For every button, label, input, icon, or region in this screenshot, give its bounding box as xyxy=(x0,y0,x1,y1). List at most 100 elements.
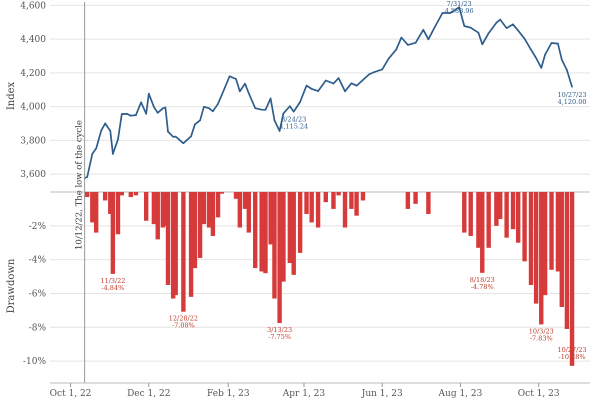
index-y-tick-label: 4,200 xyxy=(20,69,46,79)
index-point xyxy=(505,27,508,29)
index-point xyxy=(182,142,185,145)
index-point xyxy=(194,123,196,126)
x-tick-label: Dec 1, 22 xyxy=(127,389,170,399)
index-y-axis-label: Index xyxy=(6,81,17,110)
drawdown-bar xyxy=(564,192,570,329)
drawdown-bar xyxy=(304,192,309,214)
index-annotation-value: 4,588.96 xyxy=(445,7,474,15)
drawdown-annotation-value: -4.78% xyxy=(471,283,494,291)
index-point xyxy=(153,106,155,108)
drawdown-bar xyxy=(494,192,499,226)
drawdown-bar xyxy=(510,192,516,230)
drawdown-bar xyxy=(165,192,171,285)
drawdown-bar xyxy=(151,192,157,225)
drawdown-bar xyxy=(555,192,561,272)
drawdown-y-axis-label: Drawdown xyxy=(6,258,17,313)
index-point xyxy=(530,48,532,51)
index-point xyxy=(512,23,514,26)
drawdown-annotation-value: -7.75% xyxy=(268,333,291,341)
drawdown-bar xyxy=(102,192,108,201)
index-point xyxy=(324,79,327,82)
index-point xyxy=(292,110,295,113)
index-point xyxy=(433,26,436,28)
index-point xyxy=(100,129,103,132)
drawdown-annotation-date: 11/3/22 xyxy=(100,277,125,285)
index-point xyxy=(112,153,114,155)
index-point xyxy=(310,88,313,90)
index-point xyxy=(164,106,167,109)
index-point xyxy=(427,38,430,41)
index-point xyxy=(282,112,285,115)
index-point xyxy=(350,82,353,85)
drawdown-bar xyxy=(93,192,99,233)
index-point xyxy=(414,41,417,44)
index-point xyxy=(130,114,132,117)
drawdown-bar xyxy=(413,192,418,204)
drawdown-bar xyxy=(90,192,95,223)
index-point xyxy=(217,102,219,105)
index-point xyxy=(162,107,164,110)
index-point xyxy=(135,114,137,116)
drawdown-bar xyxy=(197,192,203,258)
index-point xyxy=(337,77,340,79)
index-panel: 3,600 3,800 4,000 4,200 4,400 4,600 Index 3/2… xyxy=(6,0,590,180)
index-point xyxy=(535,57,537,59)
index-point xyxy=(441,12,444,14)
drawdown-bar xyxy=(210,192,216,236)
drawdown-y-tick-label: -6% xyxy=(29,289,47,299)
index-annotation-date: 3/24/23 xyxy=(281,116,306,124)
drawdown-annotation-value: -7.08% xyxy=(172,322,195,330)
index-annotation-value: 4,115.24 xyxy=(279,123,308,131)
drawdown-bar xyxy=(242,192,248,209)
index-point xyxy=(269,97,272,100)
index-point xyxy=(481,43,484,46)
index-point xyxy=(264,109,267,111)
drawdown-bar xyxy=(170,192,176,299)
index-points xyxy=(83,6,573,179)
drawdown-bar xyxy=(263,192,268,274)
drawdown-bar xyxy=(259,192,264,272)
index-point xyxy=(407,44,409,46)
drawdown-bar xyxy=(486,192,491,248)
index-point xyxy=(523,37,526,40)
index-y-tick-label: 4,000 xyxy=(20,103,46,113)
drawdown-bar xyxy=(219,192,225,194)
index-point xyxy=(571,86,573,88)
index-y-tick-label: 3,600 xyxy=(20,170,46,180)
drawdown-bar xyxy=(297,192,303,253)
index-point xyxy=(395,48,398,51)
drawdown-bar xyxy=(143,192,149,221)
x-tick-label: Jun 1, 23 xyxy=(361,389,403,399)
index-point xyxy=(469,26,472,29)
cycle-low-label: 10/12/22, The low of the cycle xyxy=(75,120,85,250)
index-point xyxy=(368,73,371,75)
index-point xyxy=(260,108,263,111)
drawdown-bar xyxy=(522,192,527,262)
index-point xyxy=(544,53,546,56)
index-y-tick-label: 4,400 xyxy=(20,35,46,45)
drawdown-bar xyxy=(468,192,473,236)
index-point xyxy=(477,31,480,34)
index-point xyxy=(449,12,451,14)
index-annotations: 3/24/234,115.24 7/31/234,588.96 10/27/234,… xyxy=(279,0,586,131)
index-point xyxy=(199,119,201,122)
index-point xyxy=(557,42,559,45)
index-point xyxy=(540,67,543,69)
index-y-tick-label: 3,800 xyxy=(20,136,46,146)
index-point xyxy=(208,107,210,109)
index-point xyxy=(254,107,257,109)
index-point xyxy=(278,130,281,132)
index-point xyxy=(362,79,364,81)
index-point xyxy=(355,84,358,87)
drawdown-bar xyxy=(515,192,521,243)
x-tick-label: Oct 1, 22 xyxy=(50,389,92,399)
drawdown-bar xyxy=(173,192,178,296)
index-annotation-date: 10/27/23 xyxy=(557,91,586,99)
index-point xyxy=(203,106,205,108)
drawdown-y-tick-label: -8% xyxy=(29,323,47,333)
drawdown-bar xyxy=(281,192,286,282)
drawdown-bar xyxy=(277,192,282,324)
drawdown-bar xyxy=(188,192,194,297)
drawdown-bar xyxy=(331,192,336,209)
index-point xyxy=(332,82,335,85)
